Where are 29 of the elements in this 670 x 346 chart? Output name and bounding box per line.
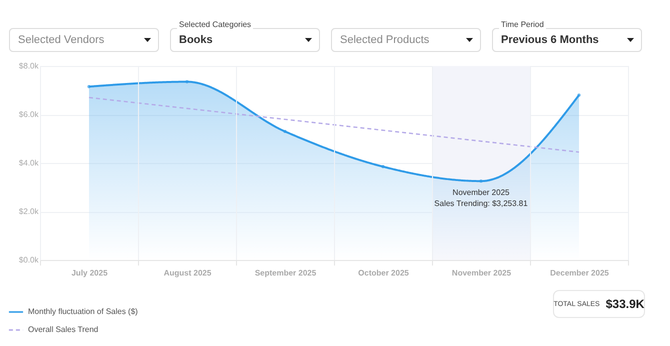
point <box>283 130 287 134</box>
text: Time Period <box>499 20 546 29</box>
text: $33.9K <box>606 297 644 311</box>
annotation: Sales Trending: $3,253.81 <box>434 199 528 208</box>
y-tick-label: $8.0k <box>18 62 40 70</box>
line-series <box>88 96 580 153</box>
point <box>185 80 189 84</box>
text: Selected Vendors <box>18 34 104 46</box>
x-tick-label: November 2025 <box>452 268 512 278</box>
y-tick-label: $0.0k <box>18 256 40 264</box>
y-tick-label: $2.0k <box>18 207 40 216</box>
x-tick-label: August 2025 <box>164 268 212 278</box>
legend-label: Overall Sales Trend <box>28 325 98 334</box>
text: November 2025 <box>452 188 510 198</box>
x-tick-label: October 2025 <box>358 268 410 278</box>
legend-label: Monthly fluctuation of Sales ($) <box>28 307 138 316</box>
y-tick-label: $6.0k <box>18 110 40 119</box>
text: Books <box>179 34 213 46</box>
point <box>381 165 385 168</box>
point <box>87 85 91 88</box>
x-tick-label: September 2025 <box>254 268 317 278</box>
point <box>479 180 483 183</box>
text: Previous 6 Months <box>501 34 599 46</box>
text: Selected Products <box>340 34 430 46</box>
y-tick-label: $4.0k <box>18 158 40 168</box>
x-tick-label: July 2025 <box>71 268 108 278</box>
x-tick-label: December 2025 <box>550 268 610 278</box>
text: Selected Categories <box>177 20 254 29</box>
point <box>577 94 581 97</box>
